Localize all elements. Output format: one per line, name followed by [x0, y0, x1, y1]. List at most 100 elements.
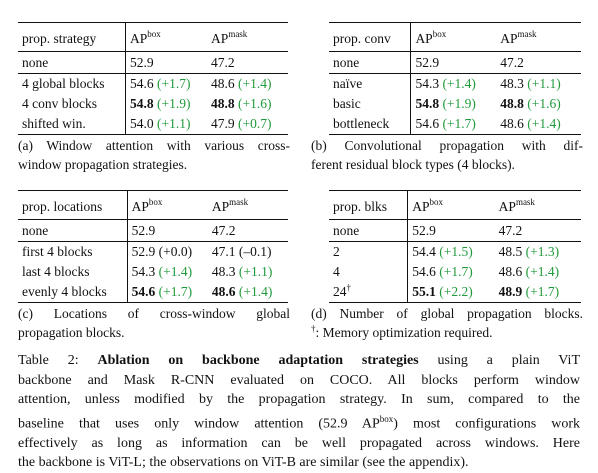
table-caption-line3: attention, unless modified by the propag…	[18, 392, 580, 407]
table-row: none 52.9 47.2	[18, 219, 288, 242]
cell-apbox: 54.6 (+1.7)	[130, 76, 191, 91]
row-label: first 4 blocks	[18, 241, 128, 262]
table-row: bottleneck 54.6 (+1.7) 48.6 (+1.4)	[329, 114, 581, 135]
row-label: basic	[329, 94, 412, 114]
cell-apmask: 48.6 (+1.4)	[498, 264, 560, 279]
cell-apmask: 47.2	[496, 51, 581, 74]
table-row: naïve 54.3 (+1.4) 48.3 (+1.1)	[329, 73, 581, 94]
row-label: none	[329, 51, 412, 74]
table-b-col-apmask: APmask	[496, 22, 581, 52]
caption-d-line1: (d) Number of global propagation blocks.	[311, 306, 583, 321]
table-caption-line4: baseline that uses only window attention…	[18, 413, 580, 432]
table-c: prop. locations APbox APmask none 52.9 4…	[18, 190, 288, 303]
table-b: prop. conv APbox APmask none 52.9 47.2 n…	[329, 22, 581, 135]
table-row: 4 conv blocks 54.8 (+1.9) 48.8 (+1.6)	[18, 94, 288, 114]
table-a: prop. strategy APbox APmask none 52.9 47…	[18, 22, 288, 135]
cell-apbox: 54.8 (+1.9)	[415, 96, 476, 111]
cell-apmask: 48.8 (+1.6)	[211, 96, 272, 111]
cell-apmask: 47.2	[207, 219, 288, 242]
caption-c-line2: propagation blocks.	[18, 325, 125, 340]
cell-apmask: 47.1 (–0.1)	[211, 244, 272, 259]
table-b-col-conv: prop. conv	[329, 22, 412, 52]
table-row: none 52.9 47.2	[18, 51, 288, 74]
table-row: first 4 blocks 52.9 (+0.0) 47.1 (–0.1)	[18, 241, 288, 262]
row-label: 4 global blocks	[18, 73, 127, 94]
table-caption-line5: effectively as long as information can b…	[18, 435, 580, 451]
cell-apmask: 47.9 (+0.7)	[211, 116, 272, 131]
table-caption-line1: Table 2: Ablation on backbone adaptation…	[18, 353, 580, 368]
table-a-col-apmask: APmask	[207, 22, 288, 52]
cell-apbox: 52.9	[127, 219, 208, 242]
cell-apmask: 48.8 (+1.6)	[500, 96, 561, 111]
row-label: 4 conv blocks	[18, 94, 127, 114]
table-d: prop. blks APbox APmask none 52.9 47.2 2…	[329, 190, 581, 303]
cell-apbox: 52.9	[410, 51, 497, 74]
table-label: Table 2:	[18, 353, 79, 368]
cell-apmask: 48.6 (+1.4)	[211, 284, 273, 299]
cell-apbox: 54.6 (+1.7)	[412, 264, 473, 279]
table-row: 4 54.6 (+1.7) 48.6 (+1.4)	[329, 262, 581, 282]
cell-apbox: 52.9	[125, 51, 208, 74]
cell-apmask: 47.2	[494, 219, 581, 242]
cell-apbox: 52.9	[407, 219, 495, 242]
cell-apbox: 54.6 (+1.7)	[415, 116, 476, 131]
row-label: evenly 4 blocks	[18, 282, 128, 303]
table-a-col-apbox: APbox	[125, 22, 208, 52]
row-label: last 4 blocks	[18, 262, 128, 282]
cell-apmask: 48.6 (+1.4)	[500, 116, 561, 131]
row-label: bottleneck	[329, 114, 412, 135]
table-c-panel: prop. locations APbox APmask none 52.9 4…	[18, 190, 288, 303]
table-c-col-apmask: APmask	[207, 190, 288, 220]
table-row: 24† 55.1 (+2.2) 48.9 (+1.7)	[329, 282, 581, 303]
cell-apmask: 48.3 (+1.1)	[500, 76, 561, 91]
table-title: Ablation on backbone adaptation strategi…	[97, 353, 419, 368]
cell-apbox: 55.1 (+2.2)	[412, 284, 473, 299]
table-c-col-apbox: APbox	[127, 190, 208, 220]
cell-apmask: 48.6 (+1.4)	[211, 76, 272, 91]
table-d-col-apmask: APmask	[494, 190, 581, 220]
row-label: shifted win.	[18, 114, 127, 135]
cell-apmask: 48.5 (+1.3)	[498, 244, 560, 259]
table-row: none 52.9 47.2	[329, 51, 581, 74]
row-label: none	[18, 51, 127, 74]
table-row: evenly 4 blocks 54.6 (+1.7) 48.6 (+1.4)	[18, 282, 288, 303]
caption-b-line2: ferent residual block types (4 blocks).	[311, 157, 515, 172]
row-label: naïve	[329, 73, 412, 94]
row-label: 4	[329, 262, 409, 282]
cell-apbox: 54.8 (+1.9)	[130, 96, 191, 111]
table-a-col-strategy: prop. strategy	[18, 22, 127, 52]
caption-c: (c) Locations of cross-window global pro…	[18, 304, 290, 342]
caption-d-line2: †: Memory optimization required.	[311, 323, 493, 340]
table-row: basic 54.8 (+1.9) 48.8 (+1.6)	[329, 94, 581, 114]
table-row: shifted win. 54.0 (+1.1) 47.9 (+0.7)	[18, 114, 288, 135]
row-label: none	[18, 219, 128, 242]
caption-c-line1: (c) Locations of cross-window global	[18, 306, 290, 321]
table-caption-line2: backbone and Mask R-CNN evaluated on COC…	[18, 372, 580, 388]
cell-apmask: 48.3 (+1.1)	[211, 264, 273, 279]
table-caption-line6: the backbone is ViT-L; the observations …	[18, 455, 469, 471]
table-row: 4 global blocks 54.6 (+1.7) 48.6 (+1.4)	[18, 73, 288, 94]
cell-apbox: 54.0 (+1.1)	[130, 116, 191, 131]
table-d-col-blks: prop. blks	[329, 190, 409, 220]
table-b-col-apbox: APbox	[410, 22, 497, 52]
table-row: 2 54.4 (+1.5) 48.5 (+1.3)	[329, 241, 581, 262]
caption-a-line2: window propagation strategies.	[18, 157, 188, 172]
table-row: none 52.9 47.2	[329, 219, 581, 242]
caption-b-line1: (b) Convolutional propagation with dif-	[311, 138, 583, 153]
cell-apbox: 54.3 (+1.4)	[131, 264, 193, 279]
row-label: 24†	[329, 282, 409, 303]
row-label: none	[329, 219, 409, 242]
caption-a-line1: (a) Window attention with various cross-	[18, 138, 290, 153]
table-row: last 4 blocks 54.3 (+1.4) 48.3 (+1.1)	[18, 262, 288, 282]
table-d-col-apbox: APbox	[407, 190, 495, 220]
table-c-col-locations: prop. locations	[18, 190, 128, 220]
caption-d: (d) Number of global propagation blocks.…	[311, 304, 583, 342]
row-label: 2	[329, 241, 409, 262]
table-d-panel: prop. blks APbox APmask none 52.9 47.2 2…	[329, 190, 581, 303]
table-a-panel: prop. strategy APbox APmask none 52.9 47…	[18, 22, 288, 135]
table-b-panel: prop. conv APbox APmask none 52.9 47.2 n…	[329, 22, 581, 135]
caption-a: (a) Window attention with various cross-…	[18, 136, 290, 174]
cell-apbox: 52.9 (+0.0)	[131, 244, 193, 259]
caption-b: (b) Convolutional propagation with dif- …	[311, 136, 583, 174]
cell-apmask: 47.2	[207, 51, 288, 74]
